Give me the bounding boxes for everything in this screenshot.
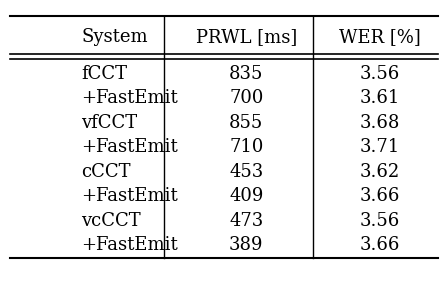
Text: 3.56: 3.56 bbox=[360, 65, 400, 82]
Text: +FastEmit: +FastEmit bbox=[82, 236, 178, 254]
Text: fCCT: fCCT bbox=[82, 65, 128, 82]
Text: 409: 409 bbox=[229, 187, 263, 205]
Text: PRWL [ms]: PRWL [ms] bbox=[196, 28, 297, 46]
Text: 473: 473 bbox=[229, 212, 263, 230]
Text: +FastEmit: +FastEmit bbox=[82, 187, 178, 205]
Text: 700: 700 bbox=[229, 89, 263, 107]
Text: 3.66: 3.66 bbox=[360, 187, 400, 205]
Text: 453: 453 bbox=[229, 163, 263, 181]
Text: 710: 710 bbox=[229, 138, 263, 156]
Text: System: System bbox=[82, 28, 148, 46]
Text: WER [%]: WER [%] bbox=[339, 28, 421, 46]
Text: +FastEmit: +FastEmit bbox=[82, 138, 178, 156]
Text: 3.71: 3.71 bbox=[360, 138, 400, 156]
Text: 855: 855 bbox=[229, 114, 263, 132]
Text: 3.62: 3.62 bbox=[360, 163, 400, 181]
Text: 3.66: 3.66 bbox=[360, 236, 400, 254]
Text: cCCT: cCCT bbox=[82, 163, 131, 181]
Text: 835: 835 bbox=[229, 65, 263, 82]
Text: +FastEmit: +FastEmit bbox=[82, 89, 178, 107]
Text: vcCCT: vcCCT bbox=[82, 212, 141, 230]
Text: 3.68: 3.68 bbox=[360, 114, 400, 132]
Text: vfCCT: vfCCT bbox=[82, 114, 138, 132]
Text: 3.61: 3.61 bbox=[360, 89, 400, 107]
Text: 389: 389 bbox=[229, 236, 263, 254]
Text: 3.56: 3.56 bbox=[360, 212, 400, 230]
